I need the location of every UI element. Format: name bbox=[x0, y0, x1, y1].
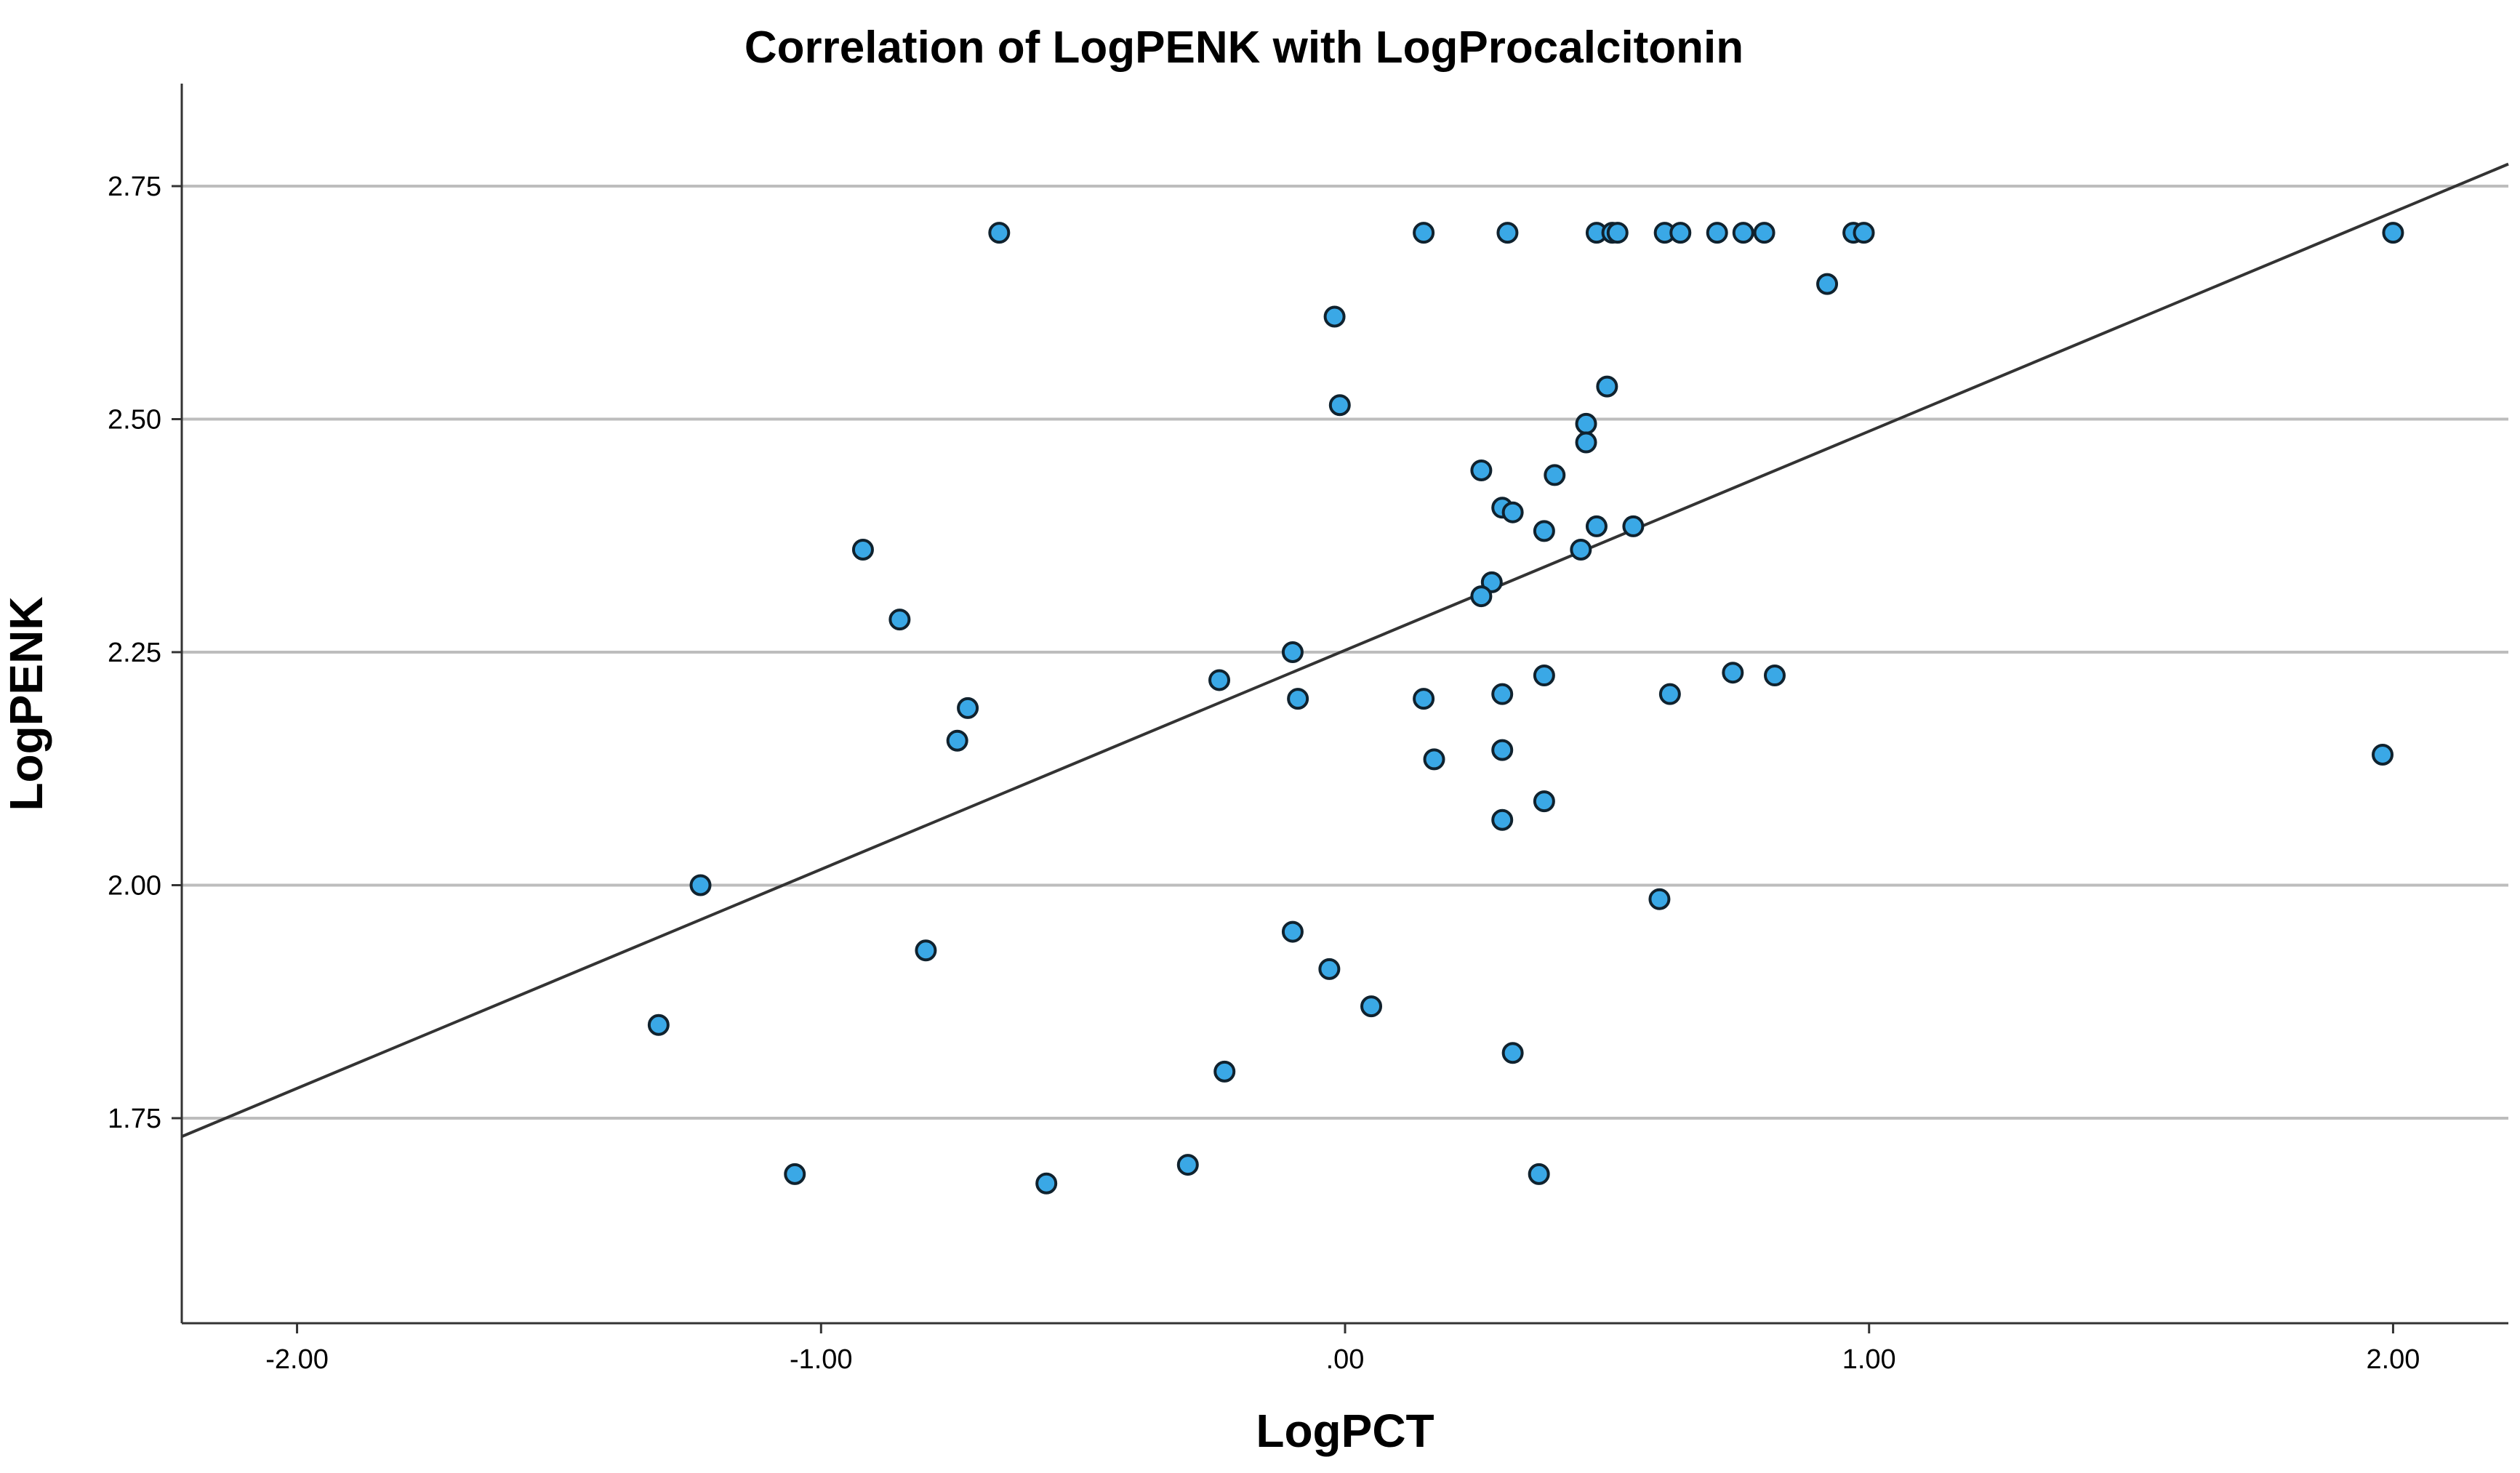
x-tick-label: -1.00 bbox=[790, 1344, 853, 1375]
data-point bbox=[1491, 739, 1514, 761]
x-axis-title: LogPCT bbox=[1256, 1405, 1434, 1457]
data-point bbox=[1706, 222, 1728, 244]
data-point bbox=[1570, 538, 1592, 561]
data-points bbox=[647, 222, 2404, 1195]
data-point bbox=[1035, 1172, 1058, 1195]
x-ticks: -2.00 -1.00 .00 1.00 2.00 bbox=[265, 1323, 2420, 1375]
data-point bbox=[1596, 375, 1618, 398]
data-point bbox=[1323, 305, 1346, 328]
data-point bbox=[1213, 1060, 1236, 1083]
data-point bbox=[1318, 958, 1341, 980]
data-point bbox=[1669, 222, 1692, 244]
data-point bbox=[647, 1014, 670, 1036]
data-point bbox=[1528, 1163, 1550, 1185]
data-point bbox=[1648, 888, 1671, 910]
data-point bbox=[2382, 222, 2404, 244]
y-tick-label: 1.75 bbox=[108, 1104, 161, 1134]
data-point bbox=[1658, 683, 1681, 705]
x-tick-label: 2.00 bbox=[2366, 1344, 2420, 1375]
data-point bbox=[946, 729, 968, 752]
data-point bbox=[1732, 222, 1754, 244]
x-tick-label: 1.00 bbox=[1842, 1344, 1896, 1375]
data-point bbox=[1575, 431, 1597, 454]
data-point bbox=[1606, 222, 1629, 244]
data-point bbox=[1328, 394, 1351, 417]
y-axis-title: LogPENK bbox=[0, 596, 52, 811]
data-point bbox=[1491, 808, 1514, 831]
y-tick-label: 2.50 bbox=[108, 405, 161, 436]
data-point bbox=[1533, 520, 1555, 542]
gridlines bbox=[182, 185, 2508, 1120]
data-point bbox=[1470, 459, 1493, 482]
data-point bbox=[1853, 222, 1875, 244]
y-tick-label: 2.25 bbox=[108, 638, 161, 668]
y-tick-label: 2.75 bbox=[108, 172, 161, 202]
data-point bbox=[1360, 995, 1383, 1018]
data-point bbox=[1208, 669, 1231, 691]
data-point bbox=[1575, 412, 1597, 435]
data-point bbox=[1287, 688, 1309, 710]
data-point bbox=[1501, 501, 1524, 523]
data-point bbox=[1413, 688, 1435, 710]
data-point bbox=[1470, 585, 1493, 608]
data-point bbox=[1722, 662, 1744, 684]
y-tick-label: 2.00 bbox=[108, 870, 161, 901]
data-point bbox=[1281, 920, 1304, 943]
x-tick-label: .00 bbox=[1326, 1344, 1365, 1375]
data-point bbox=[784, 1163, 806, 1185]
data-point bbox=[1176, 1154, 1199, 1176]
data-point bbox=[888, 609, 911, 631]
data-point bbox=[1501, 1042, 1524, 1064]
chart-title: Correlation of LogPENK with LogProcalcit… bbox=[745, 23, 1743, 73]
x-tick-label: -2.00 bbox=[265, 1344, 329, 1375]
data-point bbox=[1423, 748, 1445, 771]
data-point bbox=[1622, 515, 1645, 537]
data-point bbox=[851, 538, 874, 561]
data-point bbox=[1491, 683, 1514, 705]
data-point bbox=[1533, 790, 1555, 813]
data-point bbox=[1544, 464, 1566, 486]
y-ticks: 1.75 2.00 2.25 2.50 2.75 bbox=[108, 172, 182, 1134]
data-point bbox=[988, 222, 1011, 244]
data-point bbox=[1763, 665, 1786, 687]
data-point bbox=[2372, 744, 2394, 766]
regression-line bbox=[181, 162, 2509, 1139]
data-point bbox=[1281, 641, 1304, 663]
data-point bbox=[1413, 222, 1435, 244]
data-point bbox=[957, 697, 979, 719]
data-point bbox=[689, 874, 712, 896]
data-point bbox=[1753, 222, 1775, 244]
data-point bbox=[1496, 222, 1519, 244]
data-point bbox=[915, 939, 937, 962]
data-point bbox=[1816, 273, 1839, 295]
fit-line-group bbox=[181, 162, 2509, 1139]
data-point bbox=[1585, 515, 1608, 537]
data-point bbox=[1533, 665, 1555, 687]
